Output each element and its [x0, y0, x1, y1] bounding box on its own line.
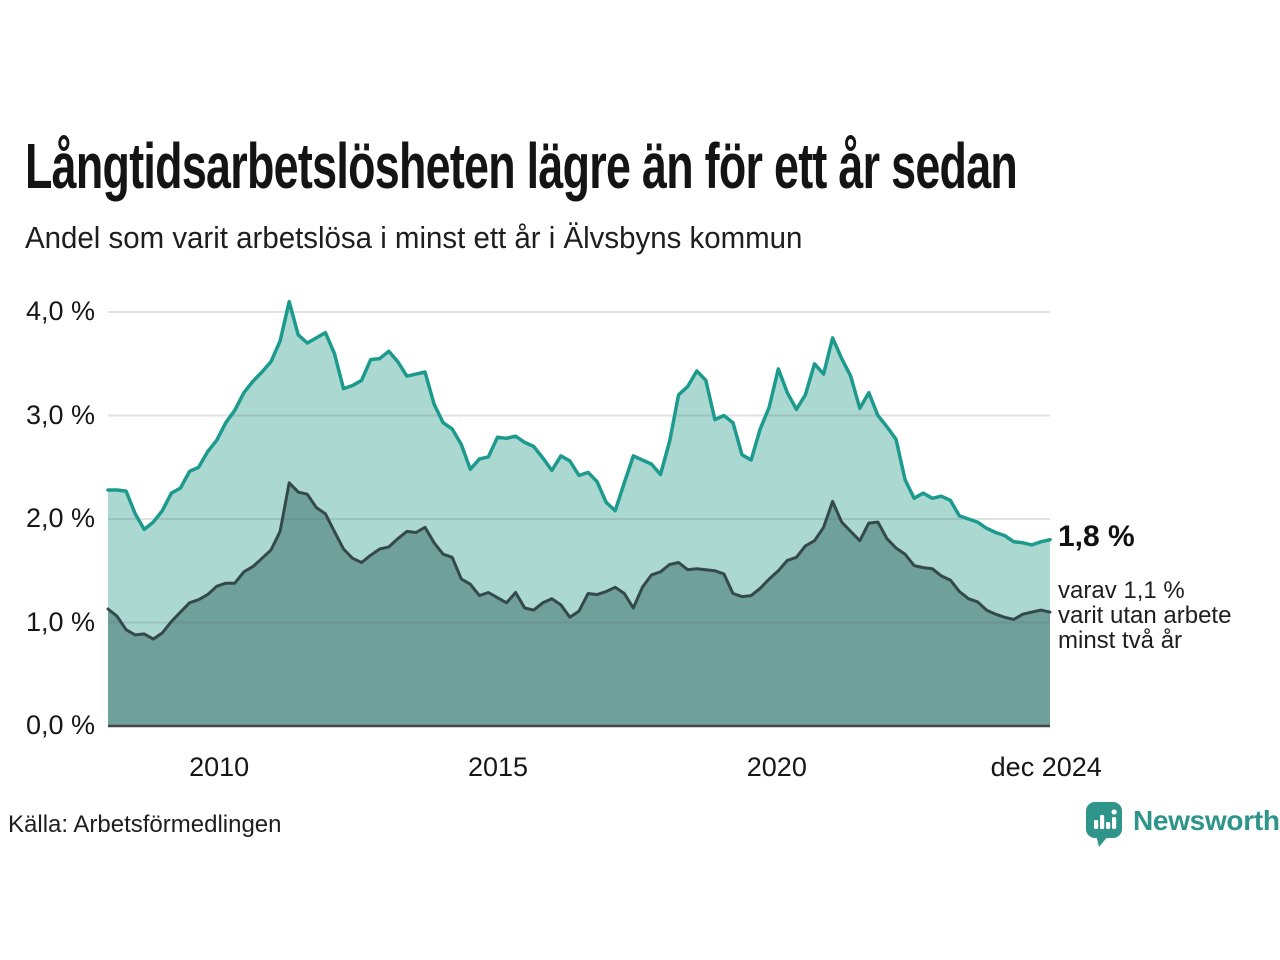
series-line-1	[106, 481, 1052, 641]
series-line-0	[106, 299, 1052, 547]
y-axis-label: 0,0 %	[25, 710, 95, 740]
series-fill-1	[108, 482, 1050, 726]
annotation-line: minst två år	[1058, 627, 1183, 654]
x-axis-label: 2020	[746, 752, 807, 782]
end-value-label: 1,8 %	[1058, 520, 1135, 553]
x-axis-label: 2015	[467, 752, 529, 782]
source-credit: Källa: Arbetsförmedlingen	[8, 811, 282, 838]
y-axis-label: 1,0 %	[25, 606, 95, 637]
brand-logo: Newsworthy	[1085, 801, 1280, 851]
y-axis-label: 2,0 %	[25, 503, 95, 533]
x-axis-label: 2010	[189, 752, 250, 782]
x-axis-label: dec 2024	[990, 752, 1102, 782]
y-axis-label: 4,0 %	[25, 296, 95, 326]
annotation-line: varit utan arbete	[1058, 602, 1232, 629]
annotation-text: varav 1,1 % varit utan arbete minst två …	[1058, 578, 1231, 653]
annotation-line: varav 1,1 %	[1058, 577, 1185, 604]
newsworthy-pin-barchart-icon	[1086, 802, 1122, 847]
brand-wordmark: Newsworthy	[1133, 805, 1280, 836]
y-axis-label: 3,0 %	[25, 399, 95, 430]
chart-title: Långtidsarbetslösheten lägre än för ett …	[25, 130, 1018, 202]
chart-subtitle: Andel som varit arbetslösa i minst ett å…	[25, 220, 803, 255]
